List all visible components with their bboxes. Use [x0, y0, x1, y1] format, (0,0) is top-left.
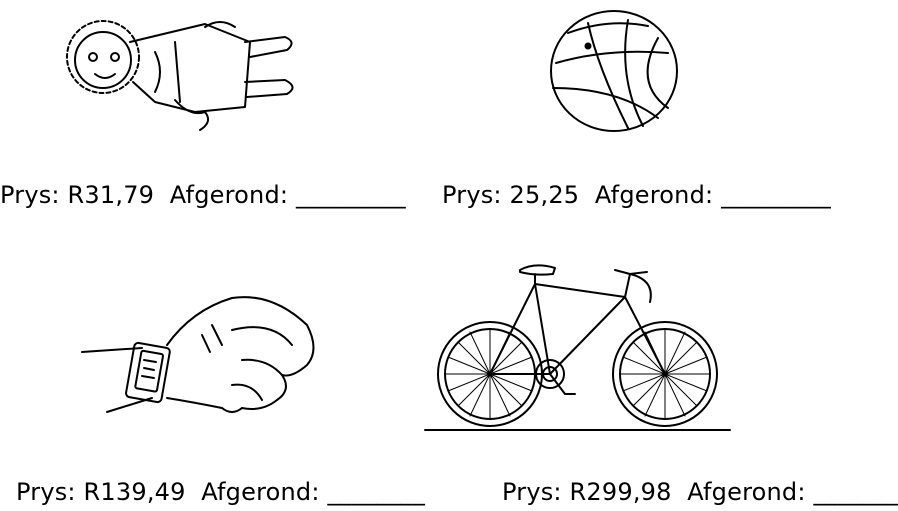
price-value: 25,25	[509, 181, 580, 209]
price-label: Prys:	[442, 181, 510, 209]
bicycle-price-caption: Prys: R299,98 Afgerond: _______	[502, 478, 898, 506]
answer-blank[interactable]: ________	[327, 478, 426, 506]
price-label: Prys:	[0, 181, 68, 209]
answer-blank[interactable]: _______	[813, 478, 898, 506]
wristwatch-illustration	[81, 290, 322, 420]
answer-blank[interactable]: _________	[296, 181, 406, 209]
volleyball-illustration	[548, 8, 680, 134]
ball-price-caption: Prys: 25,25 Afgerond: _________	[442, 181, 831, 209]
price-value: R139,49	[83, 478, 186, 506]
price-value: R31,79	[67, 181, 155, 209]
rounded-label: Afgerond:	[671, 478, 814, 506]
answer-blank[interactable]: _________	[721, 181, 831, 209]
doll-price-caption: Prys: R31,79 Afgerond: _________	[0, 181, 406, 209]
price-label: Prys:	[502, 478, 570, 506]
doll-illustration	[55, 12, 300, 132]
watch-price-caption: Prys: R139,49 Afgerond: ________	[16, 478, 425, 506]
rounded-label: Afgerond:	[579, 181, 722, 209]
rounded-label: Afgerond:	[185, 478, 328, 506]
price-label: Prys:	[16, 478, 84, 506]
bicycle-illustration	[424, 262, 735, 437]
price-value: R299,98	[569, 478, 672, 506]
rounded-label: Afgerond:	[154, 181, 296, 209]
